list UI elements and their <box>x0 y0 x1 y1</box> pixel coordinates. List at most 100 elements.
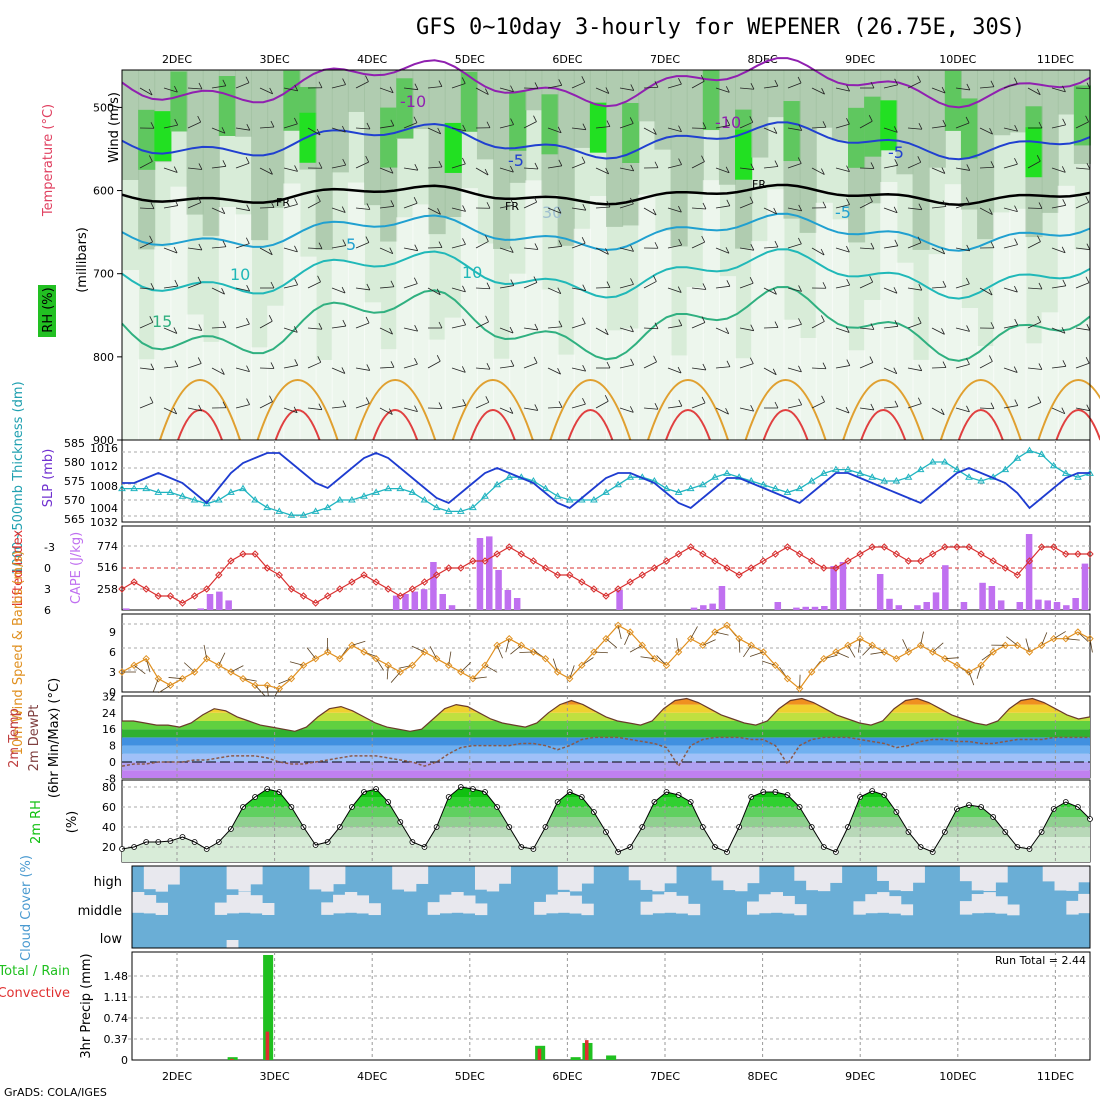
rh-band <box>896 70 914 175</box>
wind-barb <box>595 87 610 94</box>
wind-barb <box>235 243 250 249</box>
wind-marker <box>215 661 223 670</box>
wind-marker <box>1074 628 1082 636</box>
rh-band <box>573 70 591 148</box>
wind-barb-flag <box>221 287 225 295</box>
cloud-cell-middle <box>758 894 772 914</box>
wind-barb <box>289 661 304 666</box>
li-marker <box>711 557 719 565</box>
li-marker <box>1001 564 1010 572</box>
li-marker <box>759 557 768 565</box>
wind-barb-flag <box>270 362 275 369</box>
wind-marker <box>227 668 235 676</box>
wind-barb-flag <box>894 239 899 246</box>
wind-barb <box>386 665 389 680</box>
wind-barb-flag <box>942 200 947 207</box>
wind-barb <box>451 127 466 132</box>
wind-barb <box>739 363 754 369</box>
wind-barb <box>1075 327 1090 331</box>
cloud-cell-middle <box>652 894 665 914</box>
cape-bar <box>876 574 884 610</box>
top-date-label: 6DEC <box>552 53 582 66</box>
wind-barb <box>691 80 705 89</box>
top-date-label: 11DEC <box>1037 53 1074 66</box>
top-date-label: 4DEC <box>357 53 387 66</box>
cape-bar <box>420 589 428 610</box>
freezing-label: FR <box>276 196 290 209</box>
contour-warm <box>744 379 827 441</box>
contour-minus5 <box>121 121 1091 161</box>
rh-band <box>735 358 753 440</box>
wind-barb-flag <box>533 356 538 364</box>
cloud-cell-middle <box>664 892 677 913</box>
wind-barb <box>1041 632 1048 646</box>
wind-barb <box>158 684 171 694</box>
wind-barb-flag <box>678 319 683 326</box>
wind-barb <box>1051 247 1066 254</box>
wind-barb <box>619 87 634 91</box>
cloud-cell-middle <box>1078 893 1091 914</box>
temp-band <box>122 729 1090 738</box>
top-date-label: 7DEC <box>650 53 680 66</box>
cloud-cell-high <box>474 866 488 890</box>
wind-barb <box>883 325 898 329</box>
li-marker <box>880 543 889 551</box>
cloud-cell-high <box>983 866 996 891</box>
wind-barb-flag <box>702 122 707 129</box>
wind-barb <box>139 161 153 169</box>
wind-barb <box>667 207 682 213</box>
rh-band <box>606 70 624 227</box>
wind-barb <box>862 645 873 656</box>
rh-band <box>1009 208 1027 440</box>
wind-barb <box>283 247 298 253</box>
wind-barb <box>351 640 366 646</box>
wind-barb <box>595 247 609 255</box>
wind-barb-flag <box>1062 279 1067 286</box>
rh-band <box>170 71 188 132</box>
wind-barb-flag <box>294 117 298 125</box>
rh-band <box>509 273 527 440</box>
wind-barb <box>739 87 754 90</box>
wind-barb <box>907 81 921 89</box>
li-marker <box>590 585 598 593</box>
wind-barb-flag <box>966 325 970 332</box>
rh-band <box>654 230 672 440</box>
cape-bar <box>811 606 819 610</box>
cape-bar <box>914 605 921 610</box>
wind-barb <box>835 284 850 289</box>
wind-barb <box>499 407 514 414</box>
wind-barb <box>763 207 777 215</box>
rh-tick-label: 40 <box>102 821 116 834</box>
rh-band <box>606 330 624 440</box>
wind-barb-flag <box>436 355 441 362</box>
li-marker <box>420 578 429 586</box>
wind-barb <box>211 165 226 169</box>
cloud-cell-middle <box>782 895 795 914</box>
wind-barb-flag <box>1036 155 1041 162</box>
wind-barb <box>523 282 538 289</box>
wind-barb <box>931 407 945 416</box>
wind-marker <box>844 641 852 650</box>
wind-barb-flag <box>414 164 419 171</box>
wind-barb-flag <box>893 367 898 374</box>
wind-barb <box>643 127 657 135</box>
wind-barb <box>235 367 250 373</box>
bottom-date-label: 5DEC <box>455 1070 485 1083</box>
wind-barb <box>451 324 466 329</box>
li-marker <box>892 550 901 558</box>
rh-band <box>1025 127 1043 178</box>
wind-barb <box>187 327 202 331</box>
wind-barb-flag <box>989 355 993 362</box>
wind-barb-flag <box>774 401 779 409</box>
li-marker <box>638 571 647 579</box>
rh-band <box>299 256 317 440</box>
wind-barb <box>739 202 754 209</box>
rh-band <box>186 314 204 440</box>
wind-marker <box>723 621 731 630</box>
rh-band <box>234 70 253 137</box>
wind-barb-flag <box>988 288 993 296</box>
wind-barb <box>429 646 437 659</box>
li-marker <box>1086 550 1094 558</box>
wind-barb-flag <box>606 281 611 288</box>
wind-barb <box>643 86 659 89</box>
